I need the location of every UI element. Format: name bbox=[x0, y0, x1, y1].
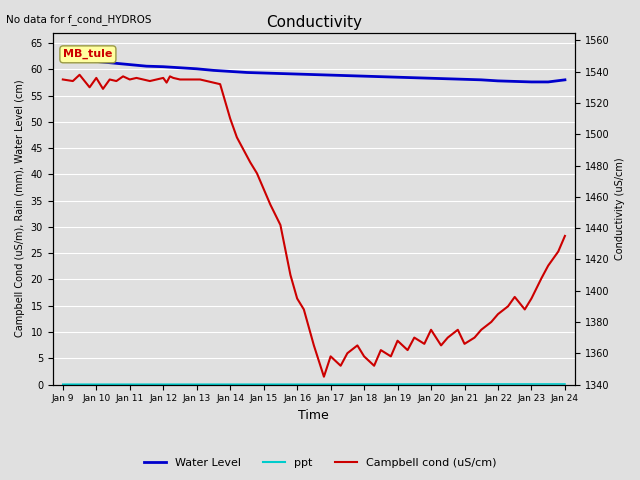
Campbell cond (uS/cm) bbox=[320, 374, 328, 380]
Water Level bbox=[126, 62, 134, 68]
Campbell cond (uS/cm) bbox=[59, 77, 67, 83]
Water Level bbox=[511, 79, 518, 84]
Campbell cond (uS/cm) bbox=[246, 159, 254, 165]
Water Level bbox=[494, 78, 502, 84]
Water Level bbox=[59, 55, 67, 60]
Water Level bbox=[461, 76, 468, 82]
Water Level bbox=[394, 74, 401, 80]
Water Level bbox=[310, 72, 317, 77]
Water Level bbox=[477, 77, 485, 83]
Title: Conductivity: Conductivity bbox=[266, 15, 362, 30]
Y-axis label: Conductivity (uS/cm): Conductivity (uS/cm) bbox=[615, 157, 625, 260]
Campbell cond (uS/cm) bbox=[444, 335, 452, 340]
Campbell cond (uS/cm) bbox=[126, 77, 134, 83]
Water Level bbox=[143, 63, 150, 69]
Campbell cond (uS/cm) bbox=[527, 296, 535, 301]
Campbell cond (uS/cm) bbox=[76, 72, 83, 78]
ppt bbox=[561, 381, 569, 387]
Y-axis label: Campbell Cond (uS/m), Rain (mm), Water Level (cm): Campbell Cond (uS/m), Rain (mm), Water L… bbox=[15, 80, 25, 337]
Water Level bbox=[227, 69, 234, 74]
X-axis label: Time: Time bbox=[298, 409, 329, 422]
Water Level bbox=[427, 75, 435, 81]
Water Level bbox=[344, 73, 351, 79]
Water Level bbox=[360, 73, 368, 79]
ppt bbox=[59, 382, 67, 387]
Water Level bbox=[243, 70, 251, 75]
Water Level bbox=[176, 65, 184, 71]
Water Level bbox=[193, 66, 200, 72]
Text: No data for f_cond_HYDROS: No data for f_cond_HYDROS bbox=[6, 14, 152, 25]
Water Level bbox=[545, 79, 552, 85]
Line: Water Level: Water Level bbox=[63, 58, 565, 82]
Campbell cond (uS/cm) bbox=[266, 202, 274, 207]
ppt bbox=[461, 381, 468, 387]
Line: Campbell cond (uS/cm): Campbell cond (uS/cm) bbox=[63, 75, 565, 377]
Campbell cond (uS/cm) bbox=[561, 233, 569, 239]
Water Level bbox=[327, 72, 335, 78]
Water Level bbox=[561, 77, 569, 83]
Water Level bbox=[260, 70, 268, 76]
Water Level bbox=[527, 79, 535, 85]
Water Level bbox=[410, 75, 418, 81]
Water Level bbox=[210, 68, 218, 73]
Water Level bbox=[293, 71, 301, 77]
Water Level bbox=[92, 59, 100, 64]
Water Level bbox=[276, 71, 284, 76]
ppt bbox=[310, 382, 317, 387]
Text: MB_tule: MB_tule bbox=[63, 49, 113, 60]
Water Level bbox=[76, 57, 83, 62]
Water Level bbox=[159, 64, 167, 70]
Legend: Water Level, ppt, Campbell cond (uS/cm): Water Level, ppt, Campbell cond (uS/cm) bbox=[140, 453, 500, 472]
Water Level bbox=[109, 60, 117, 66]
Water Level bbox=[444, 76, 452, 82]
Water Level bbox=[377, 74, 385, 80]
Campbell cond (uS/cm) bbox=[106, 77, 113, 83]
